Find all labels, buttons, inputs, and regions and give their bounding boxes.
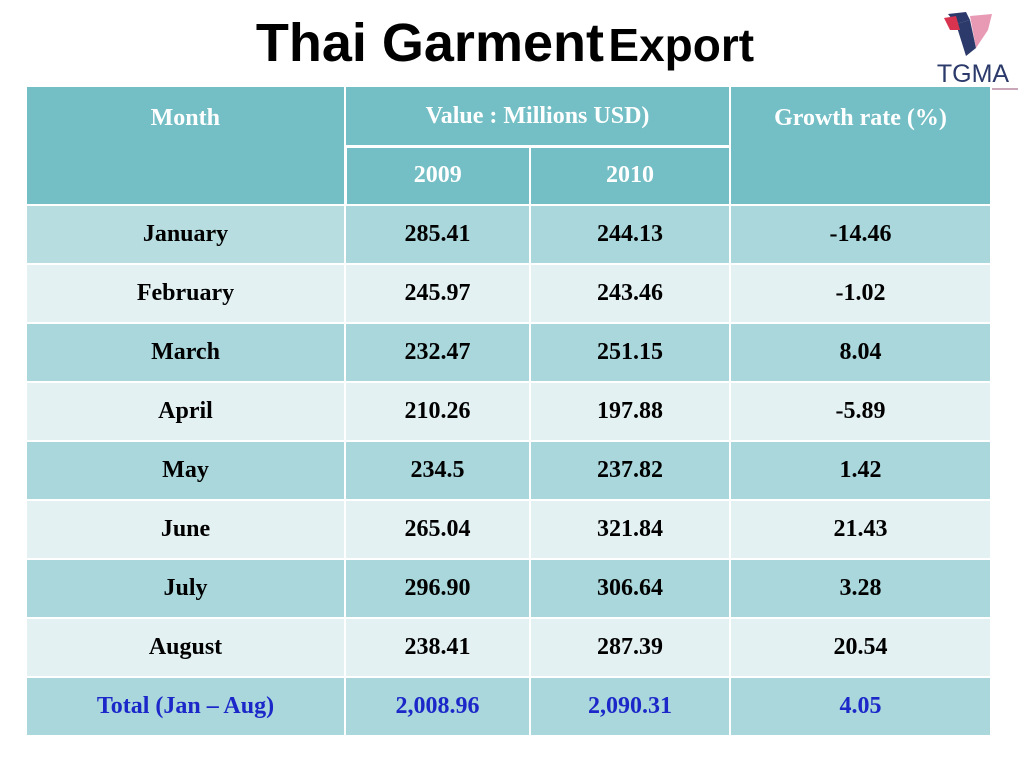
cell-growth: 8.04 — [729, 321, 992, 383]
cell-2010: 243.46 — [529, 262, 731, 324]
header-year-2010: 2010 — [529, 145, 731, 206]
cell-2009: 234.5 — [344, 439, 531, 501]
header-year-2009: 2009 — [343, 145, 531, 206]
table-row: April 210.26 197.88 -5.89 — [25, 380, 992, 442]
header-growth: Growth rate (%) — [729, 85, 992, 206]
cell-2010: 2,090.31 — [529, 675, 731, 737]
cell-2009: 210.26 — [344, 380, 531, 442]
cell-month: August — [25, 616, 346, 678]
table-row: February 245.97 243.46 -1.02 — [25, 262, 992, 324]
title-main: Thai Garment — [255, 13, 604, 73]
cell-2010: 237.82 — [529, 439, 731, 501]
cell-month: March — [25, 321, 346, 383]
cell-month: July — [25, 557, 346, 619]
cell-2010: 306.64 — [529, 557, 731, 619]
cell-2010: 321.84 — [529, 498, 731, 560]
cell-2010: 251.15 — [529, 321, 731, 383]
cell-2009: 285.41 — [344, 203, 531, 265]
header-month: Month — [25, 85, 346, 206]
cell-growth: 4.05 — [729, 675, 992, 737]
tgma-logo: TGMA — [926, 8, 1020, 92]
cell-month: May — [25, 439, 346, 501]
logo-mark-icon — [944, 12, 992, 56]
cell-2010: 287.39 — [529, 616, 731, 678]
table-row: May 234.5 237.82 1.42 — [25, 439, 992, 501]
cell-growth: -14.46 — [729, 203, 992, 265]
logo-text: TGMA — [936, 60, 1010, 88]
table-row: March 232.47 251.15 8.04 — [25, 321, 992, 383]
cell-2009: 238.41 — [344, 616, 531, 678]
cell-month: June — [25, 498, 346, 560]
cell-growth: 21.43 — [729, 498, 992, 560]
cell-month: February — [25, 262, 346, 324]
cell-growth: 3.28 — [729, 557, 992, 619]
cell-growth: 20.54 — [729, 616, 992, 678]
cell-growth: -5.89 — [729, 380, 992, 442]
cell-growth: -1.02 — [729, 262, 992, 324]
title-secondary: Export — [608, 19, 755, 71]
header-value: Value : Millions USD) — [344, 85, 731, 148]
cell-growth: 1.42 — [729, 439, 992, 501]
cell-2009: 232.47 — [344, 321, 531, 383]
cell-2009: 296.90 — [344, 557, 531, 619]
table-row: July 296.90 306.64 3.28 — [25, 557, 992, 619]
page-title: Thai Garment Export — [0, 12, 1010, 74]
cell-month: January — [25, 203, 346, 265]
export-table: Month Value : Millions USD) Growth rate … — [25, 85, 992, 737]
cell-2010: 197.88 — [529, 380, 731, 442]
cell-month: April — [25, 380, 346, 442]
table-row: June 265.04 321.84 21.43 — [25, 498, 992, 560]
table-row-total: Total (Jan – Aug) 2,008.96 2,090.31 4.05 — [25, 675, 992, 737]
cell-month: Total (Jan – Aug) — [25, 675, 346, 737]
cell-2010: 244.13 — [529, 203, 731, 265]
table-row: January 285.41 244.13 -14.46 — [25, 203, 992, 265]
table-row: August 238.41 287.39 20.54 — [25, 616, 992, 678]
cell-2009: 245.97 — [344, 262, 531, 324]
cell-2009: 2,008.96 — [344, 675, 531, 737]
cell-2009: 265.04 — [344, 498, 531, 560]
